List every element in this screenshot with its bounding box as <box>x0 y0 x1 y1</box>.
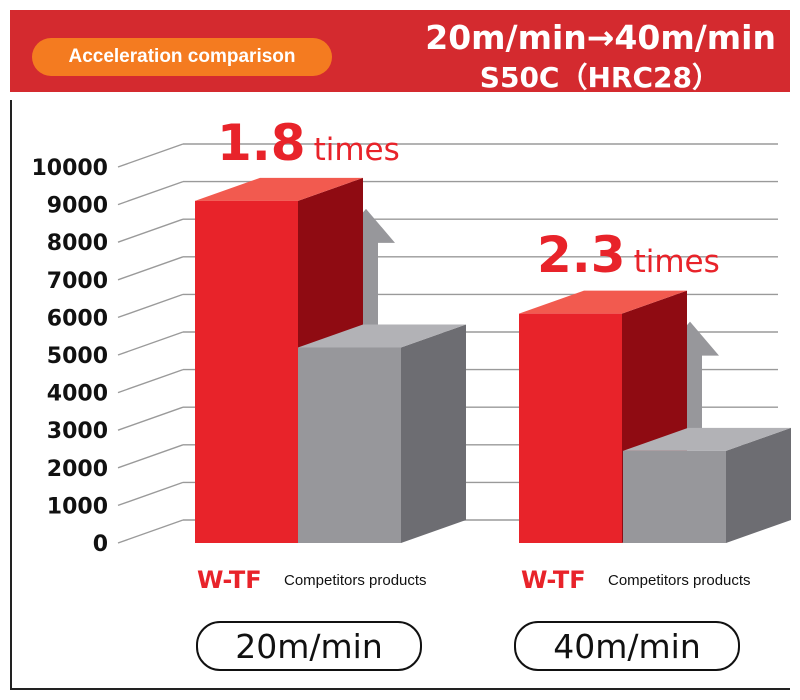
grid-diagonal <box>117 143 184 168</box>
grid-diagonal <box>117 218 184 243</box>
grid-diagonal <box>117 444 184 469</box>
bar-competitor-front <box>623 450 726 543</box>
grid-diagonal <box>117 368 184 394</box>
bar-competitor-front <box>298 347 401 543</box>
ratio-annotation: 2.3 times <box>537 226 720 284</box>
bar-wtf-front <box>195 200 298 543</box>
grid-diagonal <box>117 519 184 544</box>
category-label-40: 40m/min <box>514 621 740 671</box>
bar-wtf-front <box>519 313 622 543</box>
grid-diagonal <box>117 481 184 507</box>
ratio-unit: times <box>634 244 720 280</box>
bar-competitor-side <box>401 324 466 543</box>
grid-diagonal <box>117 256 184 281</box>
bar-competitor-side <box>726 427 791 543</box>
bar-wtf-top <box>195 177 363 201</box>
bar-wtf-top <box>519 290 687 314</box>
material-condition: S50C（HRC28） <box>479 61 720 94</box>
category-label-20: 20m/min <box>196 621 422 671</box>
y-tick-label: 1000 <box>47 494 108 519</box>
y-tick-label: 6000 <box>47 306 108 331</box>
y-tick-label: 5000 <box>47 344 108 369</box>
ratio-annotation: 1.8 times <box>217 114 400 172</box>
series-label-wtf: W-TF <box>197 566 262 594</box>
grid-diagonal <box>117 293 184 319</box>
series-label-wtf: W-TF <box>521 566 586 594</box>
y-tick-label: 8000 <box>47 231 108 256</box>
speed-condition: 20m/min→40m/min <box>425 18 776 57</box>
comparison-badge: Acceleration comparison <box>32 38 332 76</box>
y-tick-label: 9000 <box>47 194 108 219</box>
ratio-value: 1.8 <box>217 114 306 172</box>
y-tick-label: 7000 <box>47 269 108 294</box>
y-tick-label: 0 <box>93 532 108 557</box>
y-tick-label: 3000 <box>47 419 108 444</box>
ratio-unit: times <box>314 132 400 168</box>
chart-header: Acceleration comparison 20m/min→40m/min … <box>10 10 790 94</box>
series-label-competitor: Competitors products <box>284 572 427 589</box>
series-label-competitor: Competitors products <box>608 572 751 589</box>
bar-competitor-top <box>623 427 791 451</box>
chart-frame <box>10 100 790 690</box>
grid-diagonal <box>117 180 184 206</box>
y-tick-label: 10000 <box>31 156 108 181</box>
ratio-value: 2.3 <box>537 226 626 284</box>
y-tick-label: 2000 <box>47 457 108 482</box>
bar-competitor-top <box>298 324 466 348</box>
y-tick-label: 4000 <box>47 382 108 407</box>
grid-diagonal <box>117 331 184 356</box>
grid-diagonal <box>117 406 184 431</box>
